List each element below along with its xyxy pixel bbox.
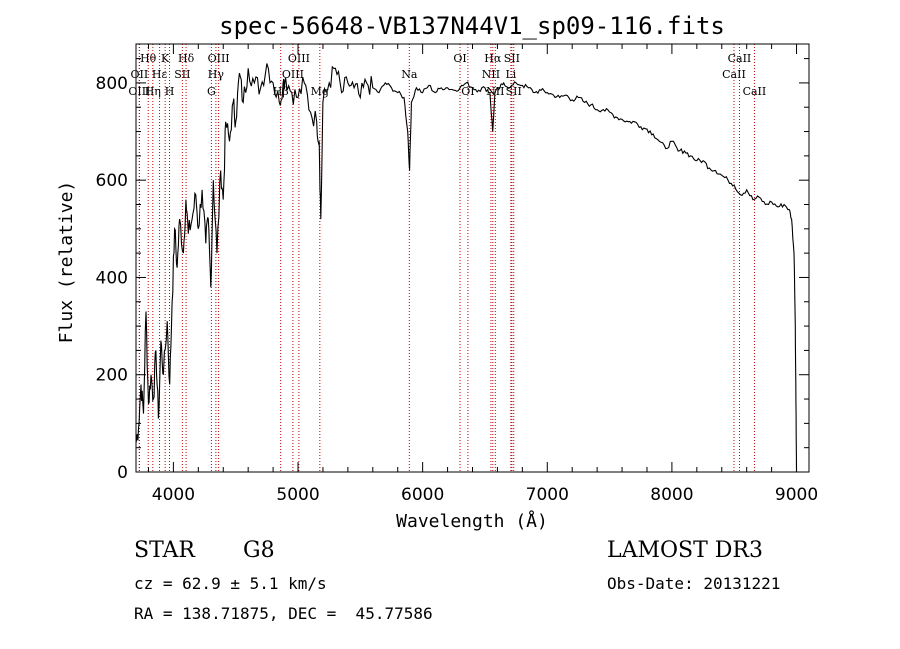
y-tick-label: 200 (96, 366, 128, 386)
y-tick-label: 800 (96, 74, 128, 94)
spectral-line-label: SII (506, 85, 522, 98)
spectral-line-label: OIII (208, 52, 230, 65)
redshift-readout: cz = 62.9 ± 5.1 km/s (134, 574, 327, 593)
y-tick-label: 600 (96, 171, 128, 191)
y-axis-label: Flux (relative) (56, 181, 77, 344)
spectral-line-label: H (165, 85, 175, 98)
obs-date: Obs-Date: 20131221 (607, 574, 781, 593)
spectral-line-label: Na (401, 68, 418, 81)
spectral-line-label: Hα (484, 52, 502, 65)
spectrum-line (135, 63, 798, 473)
survey-name: LAMOST DR3 (607, 538, 763, 563)
x-tick-label: 5000 (276, 485, 319, 505)
spectral-line-label: Hδ (178, 52, 195, 65)
coordinates-readout: RA = 138.71875, DEC = 45.77586 (134, 604, 433, 623)
spectral-line-label: K (161, 52, 170, 65)
x-tick-label: 4000 (152, 485, 195, 505)
spectral-line-label: NII (482, 68, 500, 81)
x-tick-label: 9000 (775, 485, 818, 505)
spectral-line-label: CaII (722, 68, 746, 81)
axis-ticks-layer: 4000 5000 6000 7000 8000 9000 0 200 400 600 800 (96, 44, 818, 505)
object-subclass: G8 (243, 538, 275, 563)
spectral-line-label: OI (453, 52, 466, 65)
spectral-line-label: Li (505, 68, 516, 81)
spectral-line-label: SII (504, 52, 520, 65)
spectral-line-label: Hγ (208, 68, 225, 81)
spectral-line-label: Hθ (140, 52, 157, 65)
x-axis-label: Wavelength (Å) (396, 510, 548, 532)
x-tick-label: 7000 (526, 485, 569, 505)
spectral-line-label: OIII (288, 52, 310, 65)
x-tick-label: 6000 (401, 485, 444, 505)
spectral-line-label: Hε (152, 68, 168, 81)
spectral-line-label: OIII (282, 68, 304, 81)
spectral-line-label: CaII (743, 85, 767, 98)
y-tick-label: 400 (96, 268, 128, 288)
spectral-line-label: SII (174, 68, 190, 81)
y-tick-label: 0 (117, 463, 128, 483)
chart-title: spec-56648-VB137N44V1_sp09-116.fits (219, 12, 725, 40)
object-class: STAR (134, 538, 195, 563)
spectral-line-label: CaII (728, 52, 752, 65)
x-tick-label: 8000 (650, 485, 693, 505)
spectral-line-label: OI (461, 85, 474, 98)
spectral-line-label: G (207, 85, 216, 98)
spectral-line-label: Hη (145, 85, 161, 98)
spectral-line-label: OIII (128, 85, 150, 98)
